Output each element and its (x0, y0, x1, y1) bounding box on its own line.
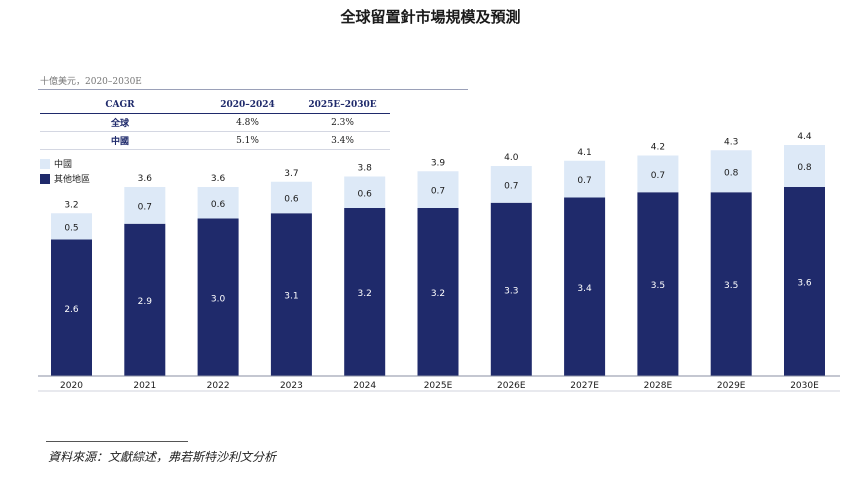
x-tick-label: 2026E (497, 381, 526, 391)
source-divider (46, 441, 188, 442)
bar-other-2028E (637, 192, 679, 376)
x-tick-label: 2024 (353, 381, 376, 391)
data-label-other: 3.2 (431, 289, 445, 299)
x-tick-label: 2021 (133, 381, 156, 391)
legend-label: 其他地區 (54, 175, 91, 185)
data-label-other: 2.9 (138, 297, 153, 307)
bar-other-2024 (344, 208, 386, 376)
data-label-other: 3.1 (284, 292, 298, 302)
data-label-china: 0.6 (358, 189, 373, 199)
cagr-cell: 3.4% (331, 135, 354, 146)
data-label-china: 0.6 (284, 195, 299, 205)
x-tick-label: 2022 (207, 381, 230, 391)
total-label: 3.6 (138, 174, 153, 184)
cagr-header-label: CAGR (40, 96, 200, 114)
legend-item-china: 中國 (40, 156, 90, 171)
cagr-table: CAGR 2020–2024 2025E–2030E 全球 4.8% 2.3% … (40, 96, 390, 150)
cagr-cell: 5.1% (236, 135, 259, 146)
unit-label: 十億美元，2020–2030E (40, 77, 142, 87)
x-tick-label: 2028E (644, 381, 673, 391)
data-label-other: 3.4 (577, 284, 592, 294)
bar-other-2025E (417, 208, 459, 376)
bar-china-2021 (124, 187, 166, 224)
legend-swatch-other (40, 173, 50, 184)
data-label-china: 0.7 (651, 171, 665, 181)
data-label-china: 0.8 (797, 163, 812, 173)
bar-other-2023 (270, 213, 312, 376)
bar-china-2022 (197, 187, 239, 219)
bar-other-2026E (490, 202, 532, 376)
cagr-header-row: CAGR 2020–2024 2025E–2030E (40, 96, 390, 114)
total-label: 3.9 (431, 158, 446, 168)
data-label-other: 2.6 (64, 305, 79, 315)
cagr-cell: 2.3% (331, 117, 354, 128)
legend-label: 中國 (54, 160, 73, 170)
total-label: 4.4 (797, 132, 812, 142)
total-label: 4.1 (577, 148, 591, 158)
data-label-china: 0.7 (138, 202, 152, 212)
bar-china-2027E (564, 160, 606, 198)
x-tick-label: 2020 (60, 381, 83, 391)
total-label: 4.3 (724, 137, 738, 147)
legend: 中國 其他地區 (40, 156, 90, 186)
data-label-other: 3.5 (651, 281, 665, 291)
data-label-china: 0.7 (504, 181, 518, 191)
bar-other-2021 (124, 223, 166, 376)
data-label-other: 3.5 (724, 281, 738, 291)
total-label: 4.2 (651, 143, 665, 153)
data-label-china: 0.5 (64, 223, 78, 233)
chart-title: 全球留置針市場規模及預測 (340, 8, 521, 26)
total-label: 3.8 (358, 164, 373, 174)
cagr-cell: 4.8% (236, 117, 259, 128)
total-label: 3.6 (211, 174, 226, 184)
cagr-row-label: 全球 (110, 119, 129, 129)
bar-china-2023 (270, 181, 312, 214)
bar-china-2028E (637, 155, 679, 193)
data-label-other: 3.2 (358, 289, 372, 299)
cagr-row-global: 全球 4.8% 2.3% (40, 114, 390, 132)
legend-swatch-china (40, 158, 50, 169)
data-label-other: 3.3 (504, 286, 518, 296)
source-note: 資料來源：文獻綜述，弗若斯特沙利文分析 (48, 450, 277, 464)
x-tick-label: 2027E (570, 381, 599, 391)
bar-china-2024 (344, 176, 386, 208)
cagr-row-china: 中國 5.1% 3.4% (40, 132, 390, 150)
data-label-china: 0.7 (577, 176, 591, 186)
unit-divider (38, 89, 468, 90)
bar-other-2027E (564, 197, 606, 376)
x-tick-label: 2025E (424, 381, 453, 391)
x-tick-label: 2030E (790, 381, 819, 391)
bar-other-2020 (51, 239, 92, 376)
cagr-row-label: 中國 (110, 137, 129, 147)
data-label-china: 0.7 (431, 187, 445, 197)
total-label: 3.7 (284, 169, 298, 179)
data-label-other: 3.6 (797, 279, 812, 289)
cagr-header-period-2: 2025E–2030E (295, 96, 390, 114)
total-label: 3.2 (64, 200, 78, 210)
total-label: 4.0 (504, 153, 519, 163)
x-tick-label: 2029E (717, 381, 746, 391)
bar-china-2020 (51, 213, 92, 240)
data-label-china: 0.8 (724, 168, 739, 178)
bar-china-2030E (784, 145, 825, 187)
bar-china-2025E (417, 171, 459, 208)
x-tick-label: 2023 (280, 381, 303, 391)
bar-china-2026E (490, 166, 532, 203)
bar-other-2029E (710, 192, 752, 376)
data-label-china: 0.6 (211, 200, 226, 210)
cagr-header-period-1: 2020–2024 (200, 96, 295, 114)
bar-other-2030E (784, 187, 825, 376)
bar-china-2029E (710, 150, 752, 193)
data-label-other: 3.0 (211, 294, 226, 304)
bar-other-2022 (197, 218, 239, 376)
legend-item-other: 其他地區 (40, 171, 90, 186)
